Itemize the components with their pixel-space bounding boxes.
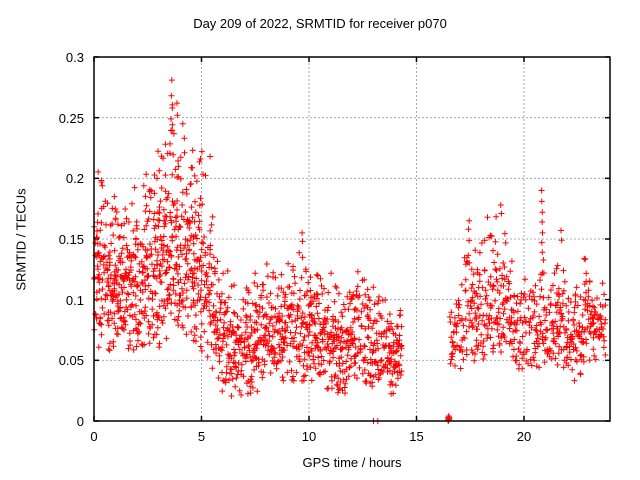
y-tick-label: 0.05 xyxy=(58,353,84,369)
chart-title: Day 209 of 2022, SRMTID for receiver p07… xyxy=(193,16,447,31)
scatter-points xyxy=(91,77,609,424)
y-tick-label: 0.15 xyxy=(58,232,84,247)
y-tick-label: 0.1 xyxy=(65,292,84,308)
plot-border xyxy=(93,56,611,422)
y-tick-label: 0.2 xyxy=(65,171,84,187)
x-tick-label: 5 xyxy=(197,429,206,444)
x-tick-label: 0 xyxy=(90,429,98,444)
x-tick-label: 20 xyxy=(516,429,532,444)
y-tick-label: 0.25 xyxy=(58,110,84,126)
x-axis-title: GPS time / hours xyxy=(302,455,402,470)
y-tick-label: 0 xyxy=(76,414,84,429)
y-tick-label: 0.3 xyxy=(65,50,84,65)
x-tick-label: 10 xyxy=(301,429,317,444)
x-tick-label: 15 xyxy=(409,429,424,444)
